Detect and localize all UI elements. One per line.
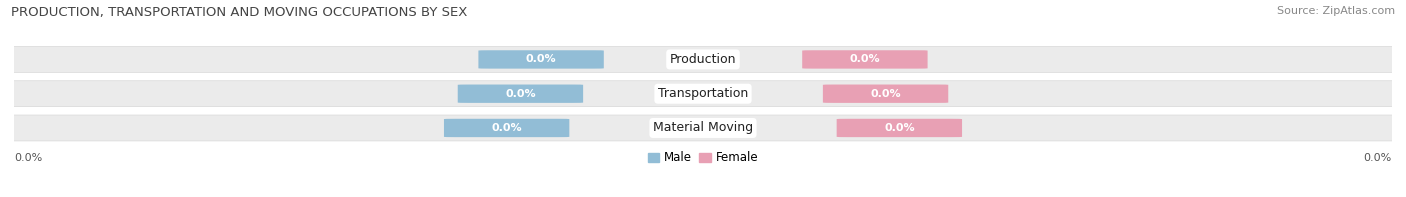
Text: 0.0%: 0.0%: [491, 123, 522, 133]
Text: Source: ZipAtlas.com: Source: ZipAtlas.com: [1277, 6, 1395, 16]
Text: 0.0%: 0.0%: [1364, 153, 1392, 163]
Text: 0.0%: 0.0%: [884, 123, 915, 133]
Legend: Male, Female: Male, Female: [643, 147, 763, 169]
FancyBboxPatch shape: [837, 119, 962, 137]
FancyBboxPatch shape: [0, 81, 1406, 107]
FancyBboxPatch shape: [803, 50, 928, 69]
Text: Transportation: Transportation: [658, 87, 748, 100]
FancyBboxPatch shape: [0, 46, 1406, 72]
Text: 0.0%: 0.0%: [526, 54, 557, 64]
FancyBboxPatch shape: [478, 50, 603, 69]
FancyBboxPatch shape: [458, 85, 583, 103]
Text: Production: Production: [669, 53, 737, 66]
Text: 0.0%: 0.0%: [870, 89, 901, 99]
FancyBboxPatch shape: [823, 85, 948, 103]
Text: Material Moving: Material Moving: [652, 122, 754, 135]
Text: PRODUCTION, TRANSPORTATION AND MOVING OCCUPATIONS BY SEX: PRODUCTION, TRANSPORTATION AND MOVING OC…: [11, 6, 468, 19]
Text: 0.0%: 0.0%: [505, 89, 536, 99]
Text: 0.0%: 0.0%: [14, 153, 42, 163]
FancyBboxPatch shape: [0, 115, 1406, 141]
Text: 0.0%: 0.0%: [849, 54, 880, 64]
FancyBboxPatch shape: [444, 119, 569, 137]
